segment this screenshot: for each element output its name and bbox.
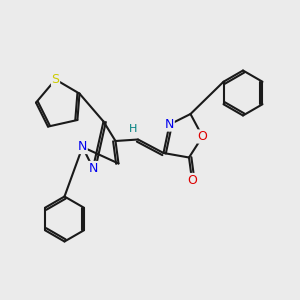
Text: O: O (187, 173, 197, 187)
Text: S: S (52, 73, 59, 86)
Text: N: N (165, 118, 174, 131)
Text: N: N (78, 140, 87, 154)
Text: H: H (128, 124, 137, 134)
Text: O: O (198, 130, 207, 143)
Text: N: N (88, 161, 98, 175)
